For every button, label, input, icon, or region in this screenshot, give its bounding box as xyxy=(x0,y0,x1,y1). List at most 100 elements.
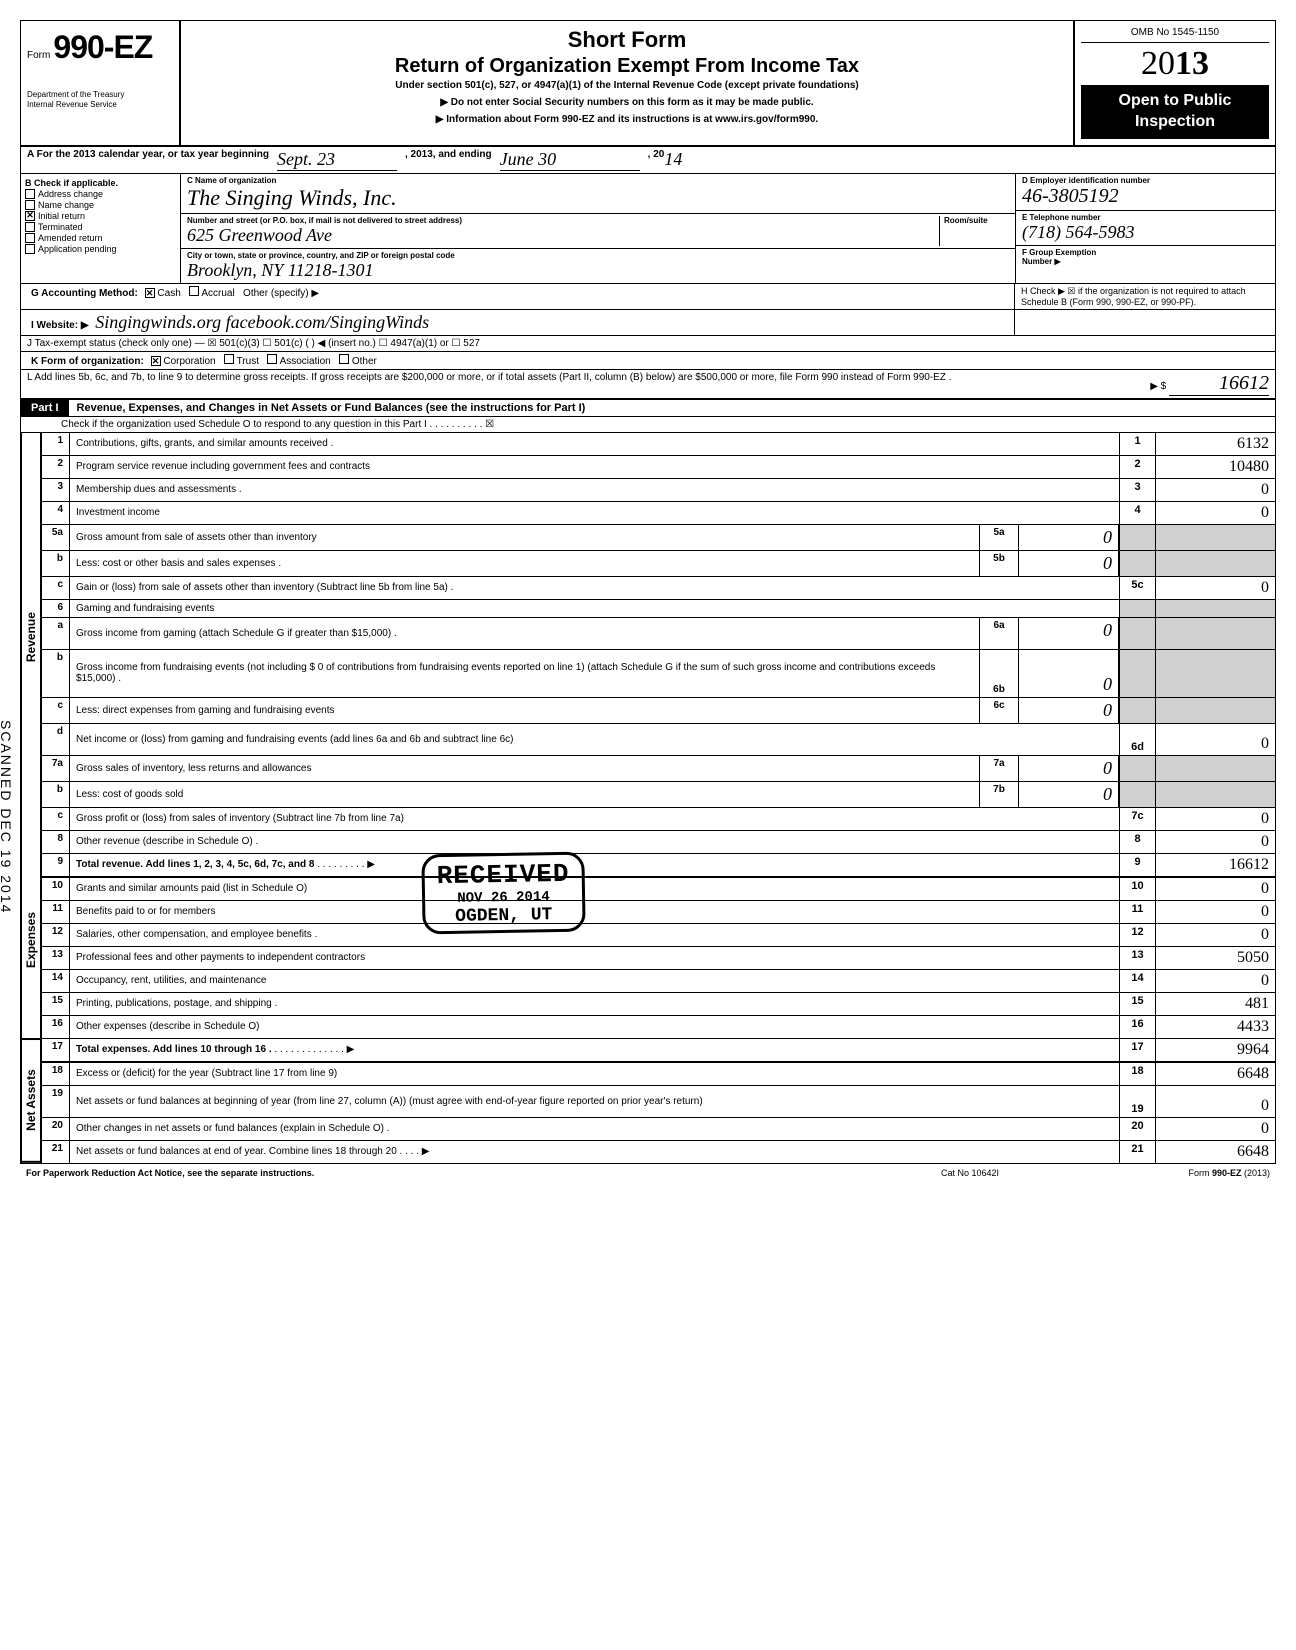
section-l-value[interactable]: 16612 xyxy=(1169,372,1269,396)
right-info-col: D Employer identification number 46-3805… xyxy=(1015,174,1275,283)
chk-other-org[interactable] xyxy=(339,354,349,364)
footer-paperwork: For Paperwork Reduction Act Notice, see … xyxy=(26,1168,870,1178)
line-20-value[interactable]: 0 xyxy=(1155,1118,1275,1140)
info-url-line: ▶ Information about Form 990-EZ and its … xyxy=(189,114,1065,125)
line-1-value[interactable]: 6132 xyxy=(1155,433,1275,455)
line-21-value[interactable]: 6648 xyxy=(1155,1141,1275,1163)
line-15: 15 Printing, publications, postage, and … xyxy=(42,993,1275,1016)
line-12-value[interactable]: 0 xyxy=(1155,924,1275,946)
phone-value[interactable]: (718) 564-5983 xyxy=(1022,222,1269,243)
title-cell: Short Form Return of Organization Exempt… xyxy=(181,21,1075,145)
short-form-label: Short Form xyxy=(189,27,1065,53)
section-h: H Check ▶ ☒ if the organization is not r… xyxy=(1015,284,1275,309)
row-a-tax-year: A For the 2013 calendar year, or tax yea… xyxy=(21,147,1275,174)
line-9-value[interactable]: 16612 xyxy=(1155,854,1275,876)
chk-accrual[interactable] xyxy=(189,286,199,296)
line-14-value[interactable]: 0 xyxy=(1155,970,1275,992)
form-number-cell: Form 990-EZ Department of the Treasury I… xyxy=(21,21,181,145)
line-16-value[interactable]: 4433 xyxy=(1155,1016,1275,1038)
chk-association[interactable] xyxy=(267,354,277,364)
line-9: 9 Total revenue. Add lines 1, 2, 3, 4, 5… xyxy=(42,854,1275,878)
chk-name-change[interactable]: Name change xyxy=(25,200,176,210)
line-17: 17 Total expenses. Add lines 10 through … xyxy=(42,1039,1275,1063)
line-13: 13 Professional fees and other payments … xyxy=(42,947,1275,970)
row-k-form-org: K Form of organization: ✕ Corporation Tr… xyxy=(21,352,1275,370)
form-org-label: K Form of organization: xyxy=(27,354,148,369)
line-13-value[interactable]: 5050 xyxy=(1155,947,1275,969)
line-16: 16 Other expenses (describe in Schedule … xyxy=(42,1016,1275,1039)
tax-year-end-year[interactable]: 14 xyxy=(664,149,682,171)
scanned-stamp: SCANNED DEC 19 2014 xyxy=(0,720,14,914)
section-l-text: L Add lines 5b, 6c, and 7b, to line 9 to… xyxy=(27,372,952,383)
org-addr-label: Number and street (or P.O. box, if mail … xyxy=(187,216,939,225)
tax-year-end[interactable]: June 30 xyxy=(500,149,640,171)
line-4: 4 Investment income 4 0 xyxy=(42,502,1275,525)
chk-corporation[interactable]: ✕ xyxy=(151,356,161,366)
line-6a: a Gross income from gaming (attach Sched… xyxy=(42,618,1275,650)
line-5b-value[interactable]: 0 xyxy=(1019,551,1119,576)
line-7b-value[interactable]: 0 xyxy=(1019,782,1119,807)
part1-title: Revenue, Expenses, and Changes in Net As… xyxy=(69,400,1275,416)
chk-terminated[interactable]: Terminated xyxy=(25,222,176,232)
line-7c-value[interactable]: 0 xyxy=(1155,808,1275,830)
part1-schedule-o-check[interactable]: Check if the organization used Schedule … xyxy=(21,417,1275,433)
line-4-value[interactable]: 0 xyxy=(1155,502,1275,524)
org-street[interactable]: 625 Greenwood Ave xyxy=(187,225,939,246)
tax-exempt-status[interactable]: J Tax-exempt status (check only one) — ☒… xyxy=(21,336,1275,351)
tax-year-display: 2013 xyxy=(1081,45,1269,83)
tax-year-mid: , 2013, and ending xyxy=(405,149,492,171)
org-info-block: B Check if applicable. Address change Na… xyxy=(21,174,1275,284)
line-6d-value[interactable]: 0 xyxy=(1155,724,1275,755)
tax-year-begin[interactable]: Sept. 23 xyxy=(277,149,397,171)
received-text: RECEIVED xyxy=(436,858,569,890)
org-name-label: C Name of organization xyxy=(187,176,1009,185)
chk-trust[interactable] xyxy=(224,354,234,364)
line-5a-value[interactable]: 0 xyxy=(1019,525,1119,550)
line-19-value[interactable]: 0 xyxy=(1155,1086,1275,1117)
org-name[interactable]: The Singing Winds, Inc. xyxy=(187,185,1009,211)
received-stamp: RECEIVED NOV 26 2014 OGDEN, UT xyxy=(421,851,585,934)
line-6b-value[interactable]: 0 xyxy=(1019,650,1119,697)
line-18-value[interactable]: 6648 xyxy=(1155,1063,1275,1085)
return-title: Return of Organization Exempt From Incom… xyxy=(189,55,1065,78)
chk-cash[interactable]: ✕ xyxy=(145,288,155,298)
year-bold: 13 xyxy=(1175,45,1209,82)
row-l-gross-receipts: L Add lines 5b, 6c, and 7b, to line 9 to… xyxy=(21,370,1275,400)
line-21: 21 Net assets or fund balances at end of… xyxy=(42,1141,1275,1163)
line-7a: 7a Gross sales of inventory, less return… xyxy=(42,756,1275,782)
line-5c-value[interactable]: 0 xyxy=(1155,577,1275,599)
room-label: Room/suite xyxy=(944,216,1009,225)
section-b-checkboxes: B Check if applicable. Address change Na… xyxy=(21,174,181,283)
org-city[interactable]: Brooklyn, NY 11218-1301 xyxy=(187,260,1009,281)
line-15-value[interactable]: 481 xyxy=(1155,993,1275,1015)
org-city-label: City or town, state or province, country… xyxy=(187,251,1009,260)
chk-application-pending[interactable]: Application pending xyxy=(25,244,176,254)
line-17-value[interactable]: 9964 xyxy=(1155,1039,1275,1061)
line-14: 14 Occupancy, rent, utilities, and maint… xyxy=(42,970,1275,993)
omb-number: OMB No 1545-1150 xyxy=(1081,27,1269,43)
line-5c: c Gain or (loss) from sale of assets oth… xyxy=(42,577,1275,600)
line-11-value[interactable]: 0 xyxy=(1155,901,1275,923)
line-10-value[interactable]: 0 xyxy=(1155,878,1275,900)
group-exemption-label: F Group Exemption Number ▶ xyxy=(1022,248,1269,266)
chk-initial-return[interactable]: ✕Initial return xyxy=(25,211,176,221)
line-2-value[interactable]: 10480 xyxy=(1155,456,1275,478)
chk-address-change[interactable]: Address change xyxy=(25,189,176,199)
chk-amended[interactable]: Amended return xyxy=(25,233,176,243)
form-990ez: Form 990-EZ Department of the Treasury I… xyxy=(20,20,1276,1164)
ein-label: D Employer identification number xyxy=(1022,176,1269,185)
line-7a-value[interactable]: 0 xyxy=(1019,756,1119,781)
line-8-value[interactable]: 0 xyxy=(1155,831,1275,853)
ein-value[interactable]: 46-3805192 xyxy=(1022,185,1269,208)
website-value[interactable]: Singingwinds.org facebook.com/SingingWin… xyxy=(95,312,429,332)
line-3-value[interactable]: 0 xyxy=(1155,479,1275,501)
line-6a-value[interactable]: 0 xyxy=(1019,618,1119,649)
line-7c: c Gross profit or (loss) from sales of i… xyxy=(42,808,1275,831)
phone-label: E Telephone number xyxy=(1022,213,1269,222)
netassets-label: Net Assets xyxy=(21,1040,40,1163)
row-j-tax-exempt: J Tax-exempt status (check only one) — ☒… xyxy=(21,336,1275,352)
website-label: I Website: ▶ xyxy=(27,318,93,333)
line-1: 1 Contributions, gifts, grants, and simi… xyxy=(42,433,1275,456)
dept-text: Department of the Treasury Internal Reve… xyxy=(27,90,173,109)
line-6c-value[interactable]: 0 xyxy=(1019,698,1119,723)
